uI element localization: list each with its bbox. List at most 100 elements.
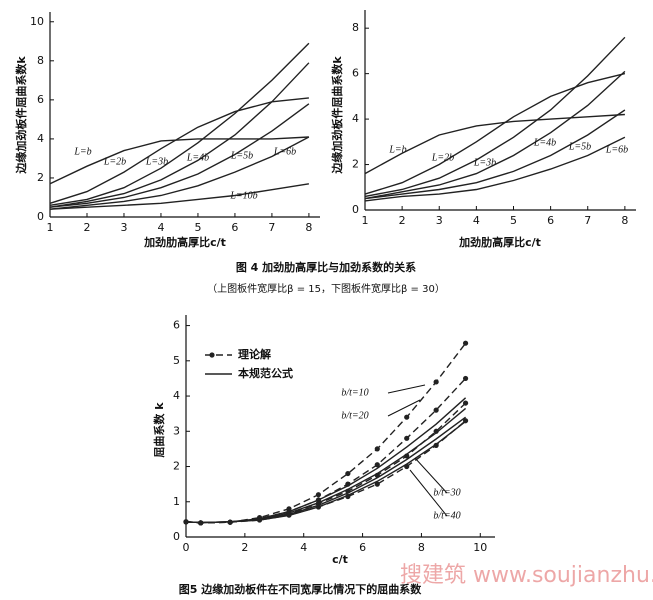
curve — [364, 136, 626, 202]
y-tick-label: 2 — [173, 460, 180, 473]
series-label: L=3b — [473, 157, 496, 168]
x-tick-label: 2 — [399, 214, 406, 227]
y-tick-label: 6 — [352, 67, 359, 80]
point — [462, 418, 469, 424]
y-tick-label: 2 — [37, 171, 44, 184]
y-tick-label: 5 — [173, 354, 180, 367]
leader — [387, 384, 426, 394]
point — [315, 504, 322, 510]
x-tick-label: 8 — [621, 214, 628, 227]
point — [374, 446, 380, 452]
point — [404, 453, 410, 459]
x-tick-label: 5 — [194, 221, 201, 234]
point — [404, 435, 410, 441]
curve — [185, 420, 467, 524]
caption-note: （上图板件宽厚比β = 15，下图板件宽厚比β = 30） — [207, 282, 445, 295]
y-tick-label: 8 — [37, 54, 44, 67]
series-label: b/t=10 — [341, 387, 368, 398]
series-label: L=b — [388, 144, 406, 155]
x-tick-label: 8 — [305, 221, 312, 234]
series-label: L=6b — [605, 144, 628, 155]
x-tick-label: 6 — [231, 221, 238, 234]
series-label: L=b — [73, 146, 91, 157]
series-label: L=5b — [230, 150, 253, 161]
x-tick-label: 4 — [300, 541, 307, 554]
point — [256, 517, 263, 523]
curve — [49, 42, 310, 206]
curve — [364, 109, 626, 200]
x-tick-label: 1 — [362, 214, 369, 227]
curve — [49, 103, 310, 208]
point — [345, 481, 351, 487]
x-tick-label: 0 — [183, 541, 190, 554]
x-axis-label: c/t — [332, 553, 348, 566]
x-tick-label: 4 — [157, 221, 164, 234]
point — [183, 519, 189, 525]
point — [198, 520, 204, 526]
formula-curve — [185, 407, 467, 524]
x-tick-label: 6 — [547, 214, 554, 227]
point — [462, 375, 469, 382]
y-axis-label: 屈曲系数 k — [152, 402, 166, 458]
x-tick-label: 7 — [584, 214, 591, 227]
point — [374, 472, 380, 478]
series-label: L=10b — [229, 190, 257, 201]
curve — [49, 136, 310, 210]
curve — [364, 72, 626, 195]
y-tick-label: 8 — [352, 21, 359, 34]
legend-label: 本规范公式 — [238, 366, 293, 380]
point — [374, 462, 380, 468]
point — [433, 442, 439, 448]
x-tick-label: 3 — [436, 214, 443, 227]
caption: 图 4 加劲肋高厚比与加劲系数的关系 — [236, 260, 416, 274]
curve — [364, 113, 625, 175]
y-tick-label: 6 — [173, 319, 180, 332]
y-tick-label: 1 — [173, 495, 180, 508]
x-tick-label: 3 — [120, 221, 127, 234]
point — [404, 414, 410, 420]
series-label: L=3b — [145, 156, 168, 167]
formula-curve — [185, 420, 467, 524]
legend-label: 理论解 — [238, 347, 271, 361]
series-label: L=4b — [533, 137, 556, 148]
x-tick-label: 2 — [83, 221, 90, 234]
x-tick-label: 7 — [268, 221, 275, 234]
point — [433, 379, 439, 385]
point — [286, 512, 292, 518]
leader — [387, 399, 421, 417]
leader — [409, 469, 448, 517]
watermark: 搜建筑 www.soujianzhu.cn — [400, 563, 653, 588]
series-label: L=4b — [186, 152, 209, 163]
point — [433, 428, 439, 434]
curve — [185, 377, 467, 524]
x-tick-label: 10 — [473, 541, 487, 554]
point — [462, 340, 469, 346]
point — [345, 470, 351, 477]
series-label: L=2b — [103, 156, 126, 167]
y-tick-label: 0 — [37, 210, 44, 223]
leader — [414, 457, 448, 494]
curve — [49, 183, 310, 210]
y-tick-label: 4 — [173, 389, 180, 402]
curve — [49, 97, 309, 204]
x-tick-label: 2 — [241, 541, 248, 554]
y-axis-label: 边缘加劲板件屈曲系数k — [14, 56, 28, 175]
y-tick-label: 0 — [173, 530, 180, 543]
y-tick-label: 4 — [352, 112, 359, 125]
x-tick-label: 6 — [359, 541, 366, 554]
series-label: L=5b — [568, 141, 591, 152]
x-tick-label: 1 — [47, 221, 54, 234]
y-axis-label: 边缘加劲板件屈曲系数k — [330, 56, 344, 175]
y-tick-label: 6 — [37, 93, 44, 106]
x-tick-label: 4 — [473, 214, 480, 227]
curve — [49, 62, 310, 208]
y-tick-label: 4 — [37, 132, 44, 145]
point — [404, 463, 410, 470]
legend-point — [209, 352, 215, 358]
x-tick-label: 5 — [510, 214, 517, 227]
point — [462, 400, 469, 406]
x-axis-label: 加劲肋高厚比c/t — [458, 235, 541, 249]
series-label: b/t=20 — [341, 410, 368, 421]
curve — [364, 36, 626, 198]
